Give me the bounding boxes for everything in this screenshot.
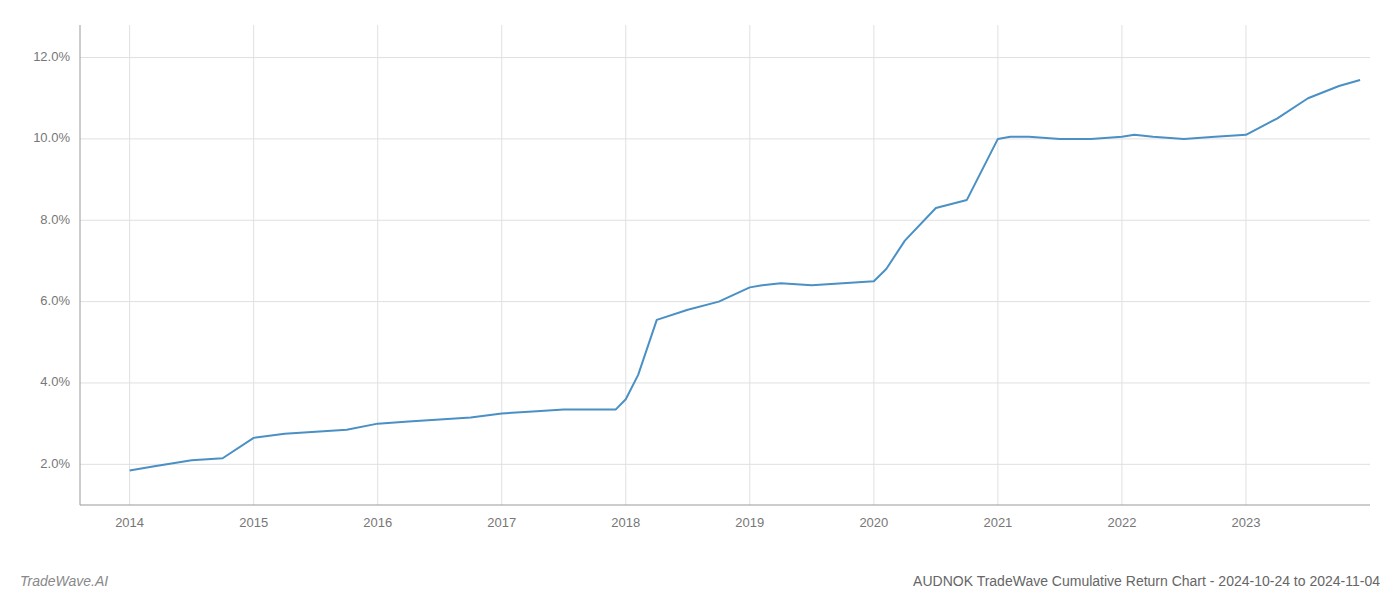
chart: 2.0% 4.0% 6.0% 8.0% 10.0% 12.0% 2014 2015 2016 20… [0, 0, 1400, 600]
x-tick-label: 2022 [1107, 515, 1136, 530]
x-axis-line [80, 505, 1370, 506]
y-tick-label: 10.0% [33, 130, 70, 145]
y-tick-label: 6.0% [40, 293, 70, 308]
x-tick-label: 2021 [983, 515, 1012, 530]
title: AUDNOK TradeWave Cumulative Return Chart… [913, 573, 1380, 589]
x-grid-line [501, 25, 502, 505]
x-grid-line [749, 25, 750, 505]
data-line [130, 80, 1360, 471]
x-grid-line [253, 25, 254, 505]
y-tick-label: 4.0% [40, 374, 70, 389]
y-grid-line [80, 220, 1370, 221]
y-grid-line [80, 464, 1370, 465]
x-grid-line [625, 25, 626, 505]
x-tick-label: 2015 [239, 515, 268, 530]
x-tick-label: 2020 [859, 515, 888, 530]
x-tick-label: 2016 [363, 515, 392, 530]
y-tick-label: 8.0% [40, 212, 70, 227]
x-tick-label: 2023 [1232, 515, 1261, 530]
x-grid-line [377, 25, 378, 505]
x-tick-label: 2017 [487, 515, 516, 530]
y-tick-label: 12.0% [33, 49, 70, 64]
x-grid-line [997, 25, 998, 505]
x-tick-label: 2018 [611, 515, 640, 530]
plot-area [130, 80, 1360, 471]
grid [80, 25, 1370, 505]
y-grid-line [80, 301, 1370, 302]
y-grid-line [80, 382, 1370, 383]
x-grid-line [1245, 25, 1246, 505]
y-tick-label: 2.0% [40, 456, 70, 471]
x-tick-label: 2019 [735, 515, 764, 530]
watermark: TradeWave.AI [20, 573, 108, 589]
y-axis-line [80, 25, 81, 505]
x-tick-label: 2014 [115, 515, 144, 530]
x-grid-line [1121, 25, 1122, 505]
y-grid-line [80, 57, 1370, 58]
x-grid-line [129, 25, 130, 505]
x-grid-line [873, 25, 874, 505]
